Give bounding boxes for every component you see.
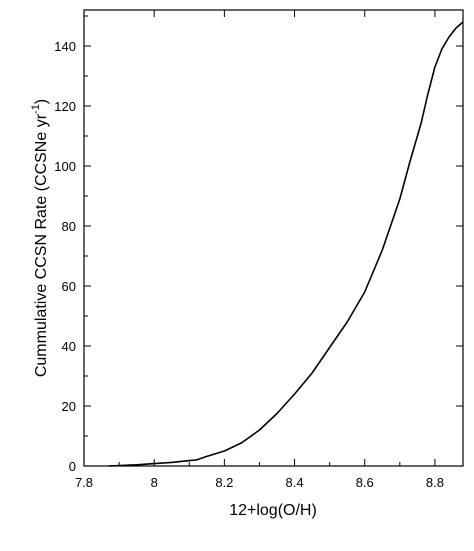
x-tick-label: 8.4 (286, 475, 304, 490)
x-axis-ticks: 7.8 8 8.2 8.4 8.6 8.8 (75, 10, 444, 490)
y-axis-label: Cummulative CCSN Rate (CCSNe yr-1) (30, 99, 50, 377)
y-tick-label: 80 (62, 219, 76, 234)
y-axis-ticks: 0 20 40 60 80 100 120 140 (54, 15, 463, 474)
y-tick-label: 40 (62, 339, 76, 354)
x-tick-label: 8 (151, 475, 158, 490)
cumulative-rate-line (108, 21, 464, 467)
y-axis-label-close: ) (33, 99, 50, 104)
y-axis-label-main: Cummulative CCSN Rate (CCSNe yr (33, 113, 50, 377)
y-tick-label: 60 (62, 279, 76, 294)
plot-frame (83, 9, 464, 467)
y-tick-label: 0 (69, 459, 76, 474)
x-axis-label: 12+log(O/H) (229, 502, 317, 519)
x-tick-label: 8.8 (426, 475, 444, 490)
y-tick-label: 100 (54, 159, 76, 174)
y-tick-label: 140 (54, 39, 76, 54)
x-tick-label: 7.8 (75, 475, 93, 490)
y-tick-label: 20 (62, 399, 76, 414)
x-tick-label: 8.2 (215, 475, 233, 490)
x-tick-label: 8.6 (356, 475, 374, 490)
y-axis-label-superscript: -1 (30, 104, 42, 114)
y-tick-label: 120 (54, 99, 76, 114)
